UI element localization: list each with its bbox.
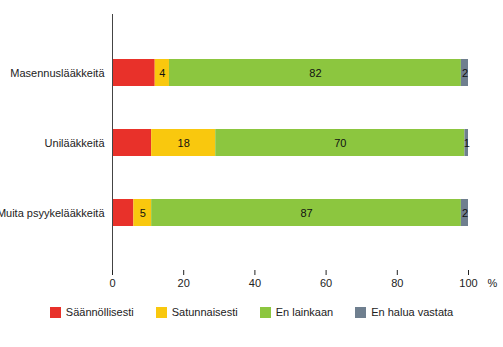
svg-text:Unilääkkeitä: Unilääkkeitä bbox=[45, 137, 106, 149]
svg-text:70: 70 bbox=[334, 137, 346, 149]
html-text:Säännöllisesti: Säännöllisesti bbox=[65, 306, 134, 318]
svg-text:2: 2 bbox=[462, 207, 468, 219]
svg-text:82: 82 bbox=[309, 67, 321, 79]
svg-text:2: 2 bbox=[462, 67, 468, 79]
svg-text:80: 80 bbox=[391, 277, 403, 289]
svg-text:5: 5 bbox=[140, 207, 146, 219]
svg-text:4: 4 bbox=[159, 67, 165, 79]
svg-text:20: 20 bbox=[178, 277, 190, 289]
html-text:Satunnaisesti: Satunnaisesti bbox=[171, 306, 238, 318]
svg-text:%: % bbox=[488, 277, 498, 289]
svg-text:40: 40 bbox=[249, 277, 261, 289]
html-text:En lainkaan: En lainkaan bbox=[275, 306, 334, 318]
svg-text:Muita psyykelääkkeitä: Muita psyykelääkkeitä bbox=[0, 207, 105, 219]
svg-text:Masennuslääkkeitä: Masennuslääkkeitä bbox=[10, 67, 105, 79]
svg-text:0: 0 bbox=[109, 277, 115, 289]
html-text:En halua vastata: En halua vastata bbox=[371, 306, 454, 318]
svg-text:1: 1 bbox=[464, 137, 470, 149]
svg-text:100: 100 bbox=[459, 277, 477, 289]
svg-text:87: 87 bbox=[300, 207, 312, 219]
svg-text:60: 60 bbox=[320, 277, 332, 289]
svg-text:18: 18 bbox=[178, 137, 190, 149]
